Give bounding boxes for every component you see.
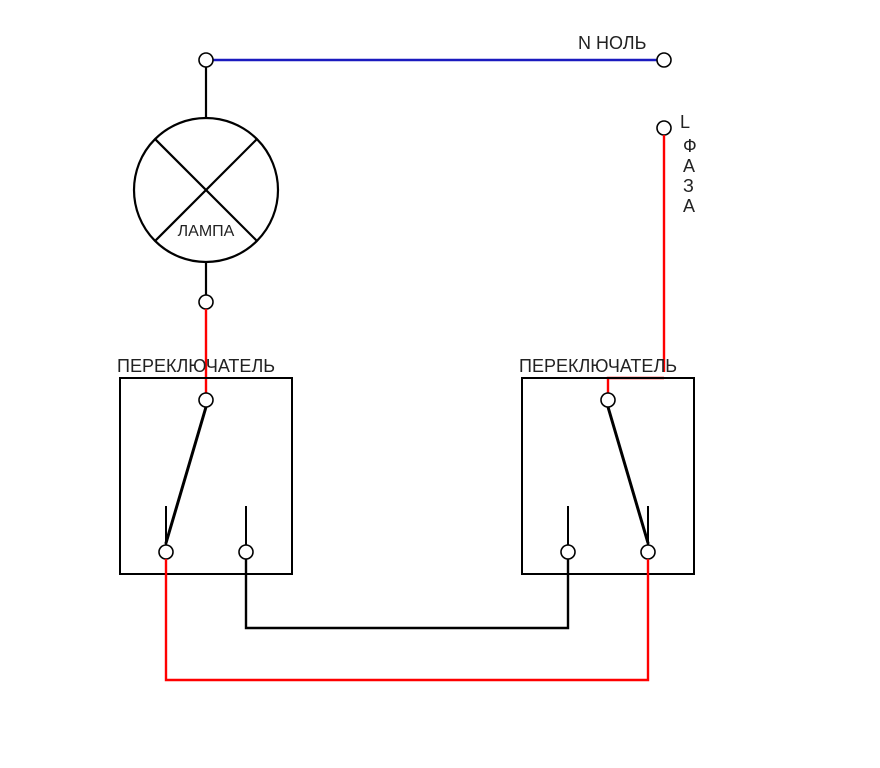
switch-right-label: ПЕРЕКЛЮЧАТЕЛЬ xyxy=(519,356,677,376)
traveler-wire-black xyxy=(246,559,568,628)
switch-right-arm xyxy=(608,407,648,543)
switch-left-label: ПЕРЕКЛЮЧАТЕЛЬ xyxy=(117,356,275,376)
lamp-bottom-terminal xyxy=(199,295,213,309)
switch-left-out-b-terminal xyxy=(239,545,253,559)
switch-right-out-a-terminal xyxy=(561,545,575,559)
phase-letter-1: А xyxy=(683,156,695,176)
phase-letter-3: А xyxy=(683,196,695,216)
neutral-right-terminal xyxy=(657,53,671,67)
traveler-wire-red xyxy=(166,559,648,680)
phase-l-label: L xyxy=(680,112,690,132)
phase-top-terminal xyxy=(657,121,671,135)
neutral-label: N НОЛЬ xyxy=(578,33,646,53)
switch-left-arm xyxy=(166,407,206,543)
neutral-left-terminal xyxy=(199,53,213,67)
lamp-label: ЛАМПА xyxy=(178,223,235,240)
phase-to-switch-wire xyxy=(608,378,664,394)
phase-letter-0: Ф xyxy=(683,136,697,156)
switch-right-out-b-terminal xyxy=(641,545,655,559)
switch-left-common-terminal xyxy=(199,393,213,407)
switch-right-common-terminal xyxy=(601,393,615,407)
phase-letter-2: З xyxy=(683,176,694,196)
switch-left-out-a-terminal xyxy=(159,545,173,559)
